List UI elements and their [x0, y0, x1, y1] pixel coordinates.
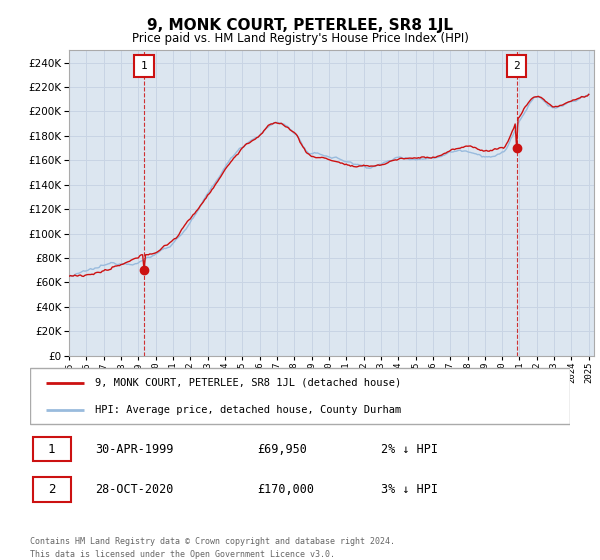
Text: Price paid vs. HM Land Registry's House Price Index (HPI): Price paid vs. HM Land Registry's House … — [131, 32, 469, 45]
Text: 9, MONK COURT, PETERLEE, SR8 1JL (detached house): 9, MONK COURT, PETERLEE, SR8 1JL (detach… — [95, 377, 401, 388]
Bar — [134, 55, 154, 77]
FancyBboxPatch shape — [30, 368, 570, 424]
Text: 2% ↓ HPI: 2% ↓ HPI — [381, 442, 438, 456]
Text: 2: 2 — [48, 483, 55, 496]
Text: 30-APR-1999: 30-APR-1999 — [95, 442, 173, 456]
Text: 9, MONK COURT, PETERLEE, SR8 1JL: 9, MONK COURT, PETERLEE, SR8 1JL — [147, 18, 453, 34]
Text: 1: 1 — [48, 442, 55, 456]
Bar — [33, 478, 71, 502]
Text: 2: 2 — [513, 61, 520, 71]
Text: HPI: Average price, detached house, County Durham: HPI: Average price, detached house, Coun… — [95, 405, 401, 415]
Text: £69,950: £69,950 — [257, 442, 307, 456]
Text: 28-OCT-2020: 28-OCT-2020 — [95, 483, 173, 496]
Text: £170,000: £170,000 — [257, 483, 314, 496]
Text: 1: 1 — [140, 61, 148, 71]
Text: Contains HM Land Registry data © Crown copyright and database right 2024.
This d: Contains HM Land Registry data © Crown c… — [30, 538, 395, 559]
Bar — [33, 437, 71, 461]
Text: 3% ↓ HPI: 3% ↓ HPI — [381, 483, 438, 496]
Bar — [507, 55, 526, 77]
